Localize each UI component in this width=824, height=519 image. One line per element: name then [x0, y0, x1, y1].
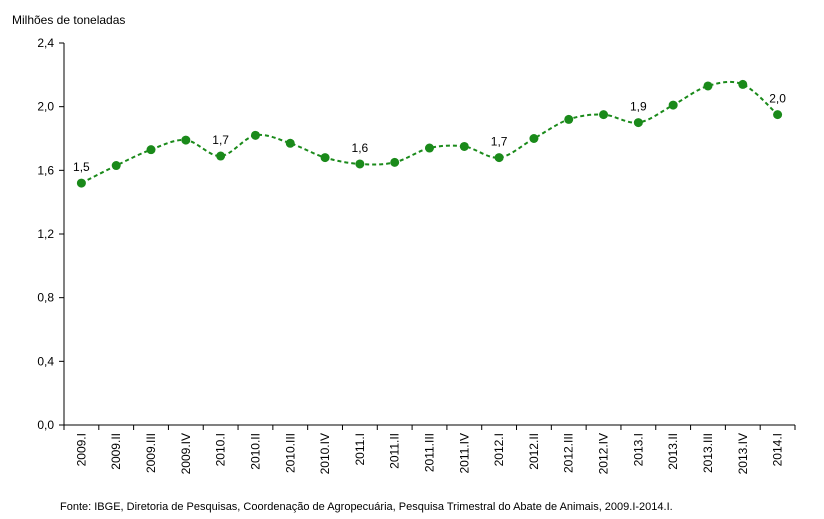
y-ticks: 0,0 0,4 0,8 1,2 1,6 2,0 2,4: [37, 36, 64, 432]
x-tick-label: 2009.II: [109, 433, 123, 470]
data-label: 1,5: [73, 160, 90, 174]
x-tick-label: 2009.III: [144, 433, 158, 473]
data-point: [320, 153, 330, 163]
x-tick-label: 2013.III: [701, 433, 715, 473]
axes: [63, 43, 795, 426]
data-point: [111, 161, 121, 171]
data-point: [425, 143, 434, 153]
data-point: [390, 157, 400, 167]
x-tick-label: 2014.I: [771, 433, 785, 466]
x-tick-label: 2011.III: [423, 433, 437, 472]
data-point: [459, 141, 469, 151]
y-tick-label: 0,4: [37, 354, 54, 368]
x-tick-label: 2012.III: [562, 433, 576, 473]
data-point: [703, 81, 713, 91]
data-point: [494, 153, 504, 163]
data-labels: 1,5 1,7 1,6 1,7 1,9 2,0: [73, 92, 786, 174]
x-tick-label: 2013.I: [631, 433, 645, 466]
data-point: [285, 138, 295, 148]
x-tick-label: 2013.II: [666, 433, 680, 470]
x-tick-label: 2013.IV: [736, 433, 750, 474]
data-label: 1,6: [352, 141, 369, 155]
y-tick-label: 2,4: [37, 36, 54, 50]
data-point: [76, 178, 86, 188]
y-tick-label: 0,0: [37, 418, 54, 432]
y-axis-title: Milhões de toneladas: [12, 13, 125, 27]
data-label: 1,7: [491, 135, 508, 149]
data-point: [355, 159, 365, 169]
data-point: [773, 110, 783, 120]
x-tick-label: 2011.I: [353, 433, 367, 465]
data-point: [668, 100, 678, 110]
x-tick-label: 2011.II: [388, 433, 402, 469]
data-point: [250, 130, 260, 140]
data-point: [599, 110, 609, 120]
data-label: 2,0: [769, 92, 786, 106]
x-tick-label: 2010.IV: [318, 433, 332, 474]
data-point: [216, 151, 226, 161]
data-point: [529, 134, 539, 143]
x-ticks: 2009.I 2009.II 2009.III 2009.IV 2010.I 2010.I…: [63, 425, 796, 474]
x-tick-label: 2012.IV: [597, 433, 611, 474]
series-line: [80, 80, 779, 184]
series-layer: [76, 79, 783, 188]
data-point: [181, 135, 191, 145]
data-label: 1,9: [630, 100, 647, 114]
data-point: [633, 118, 643, 128]
x-tick-label: 2010.II: [248, 433, 262, 470]
x-tick-label: 2010.I: [214, 433, 228, 466]
data-label: 1,7: [212, 133, 229, 147]
x-tick-label: 2010.III: [283, 433, 297, 473]
data-point: [564, 114, 574, 124]
source-note: Fonte: IBGE, Diretoria de Pesquisas, Coo…: [60, 501, 673, 513]
data-point: [146, 145, 156, 155]
y-tick-label: 0,8: [37, 291, 54, 305]
x-tick-label: 2012.I: [492, 433, 506, 466]
x-tick-label: 2009.I: [74, 433, 88, 466]
x-tick-label: 2011.IV: [457, 433, 471, 473]
y-tick-label: 1,6: [37, 163, 54, 177]
y-tick-label: 2,0: [37, 100, 54, 114]
x-tick-label: 2009.IV: [179, 433, 193, 474]
y-tick-label: 1,2: [37, 227, 54, 241]
x-tick-label: 2012.II: [527, 433, 541, 470]
data-point: [738, 79, 748, 89]
